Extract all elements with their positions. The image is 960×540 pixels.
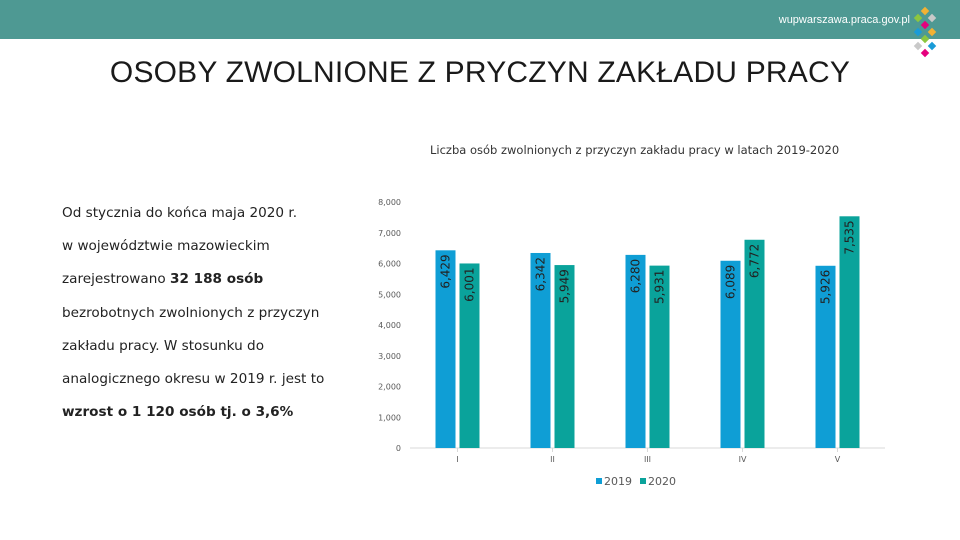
data-label: 6,089 [724,265,738,299]
bar-2020 [649,265,670,448]
page-title: OSOBY ZWOLNIONE Z PRYCZYN ZAKŁADU PRACY [109,56,851,89]
y-tick-label: 3,000 [378,352,401,361]
x-tick-label: I [456,455,458,464]
y-tick-label: 7,000 [378,229,401,238]
bar-2019 [435,250,456,448]
y-tick-label: 6,000 [378,260,401,269]
legend-label: 2019 [604,475,632,488]
data-label: 6,772 [748,244,762,278]
legend-label: 2020 [648,475,676,488]
summary-line: analogicznego okresu w 2019 r. jest to [62,370,325,387]
bar-2019 [720,260,741,448]
data-label: 6,280 [629,259,643,293]
bar-2020 [744,239,765,448]
summary-line: wzrost o 1 120 osób tj. o 3,6% [62,400,362,433]
bar-2019 [530,252,551,448]
data-label: 5,926 [819,270,833,304]
x-tick-label: IV [739,455,747,464]
summary-line: bezrobotnych zwolnionych z przyczyn [62,304,320,321]
legend-swatch [640,478,646,484]
data-label: 6,342 [534,257,548,291]
site-url[interactable]: wupwarszawa.praca.gov.pl [778,14,910,26]
y-tick-label: 1,000 [378,413,401,422]
logo-icon [913,6,937,58]
x-tick-label: III [644,455,651,464]
bar-2019 [815,265,836,448]
legend-swatch [596,478,602,484]
data-label: 6,001 [463,267,477,301]
y-tick-label: 5,000 [378,290,401,299]
chart-title: Liczba osób zwolnionych z przyczyn zakła… [430,143,840,157]
summary-highlight: 32 188 osób [169,271,264,288]
data-label: 5,949 [558,269,572,303]
summary-line: zarejestrowano 32 188 osób [62,267,362,300]
summary-text: Od stycznia do końca maja 2020 r. w woje… [62,201,362,433]
header-bar: wupwarszawa.praca.gov.pl [0,0,960,39]
bar-2019 [625,254,646,448]
x-tick-label: V [835,455,841,464]
bar-2020 [839,216,860,448]
y-tick-label: 4,000 [378,321,401,330]
y-tick-label: 0 [396,444,401,453]
summary-line: zakładu pracy. W stosunku do [62,337,265,354]
bar-2020 [554,265,575,448]
data-label: 5,931 [653,270,667,304]
data-label: 6,429 [439,254,453,288]
summary-line: Od stycznia do końca maja 2020 r. [62,205,298,221]
bar-2020 [459,263,480,448]
y-tick-label: 8,000 [378,198,401,207]
y-tick-label: 2,000 [378,383,401,392]
summary-line: w województwie mazowieckim [62,238,270,255]
data-label: 7,535 [843,220,857,254]
summary-highlight: wzrost o 1 120 osób tj. o 3,6% [62,404,294,421]
x-tick-label: II [550,455,555,464]
summary-text-part: zarejestrowano [62,271,170,288]
